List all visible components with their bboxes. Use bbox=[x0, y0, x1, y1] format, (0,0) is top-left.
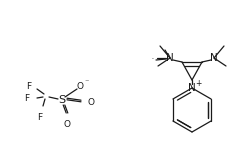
Text: F: F bbox=[38, 113, 43, 122]
Text: N: N bbox=[188, 83, 196, 93]
Text: O: O bbox=[77, 81, 83, 90]
Text: ⁻: ⁻ bbox=[85, 77, 89, 86]
Text: N: N bbox=[166, 53, 174, 63]
Text: N: N bbox=[210, 53, 218, 63]
Text: O: O bbox=[64, 120, 71, 129]
Text: F: F bbox=[24, 94, 29, 103]
Text: N: N bbox=[152, 57, 154, 58]
Text: +: + bbox=[195, 79, 201, 87]
Text: O: O bbox=[88, 98, 95, 106]
Text: S: S bbox=[58, 95, 66, 105]
Text: F: F bbox=[26, 81, 31, 90]
